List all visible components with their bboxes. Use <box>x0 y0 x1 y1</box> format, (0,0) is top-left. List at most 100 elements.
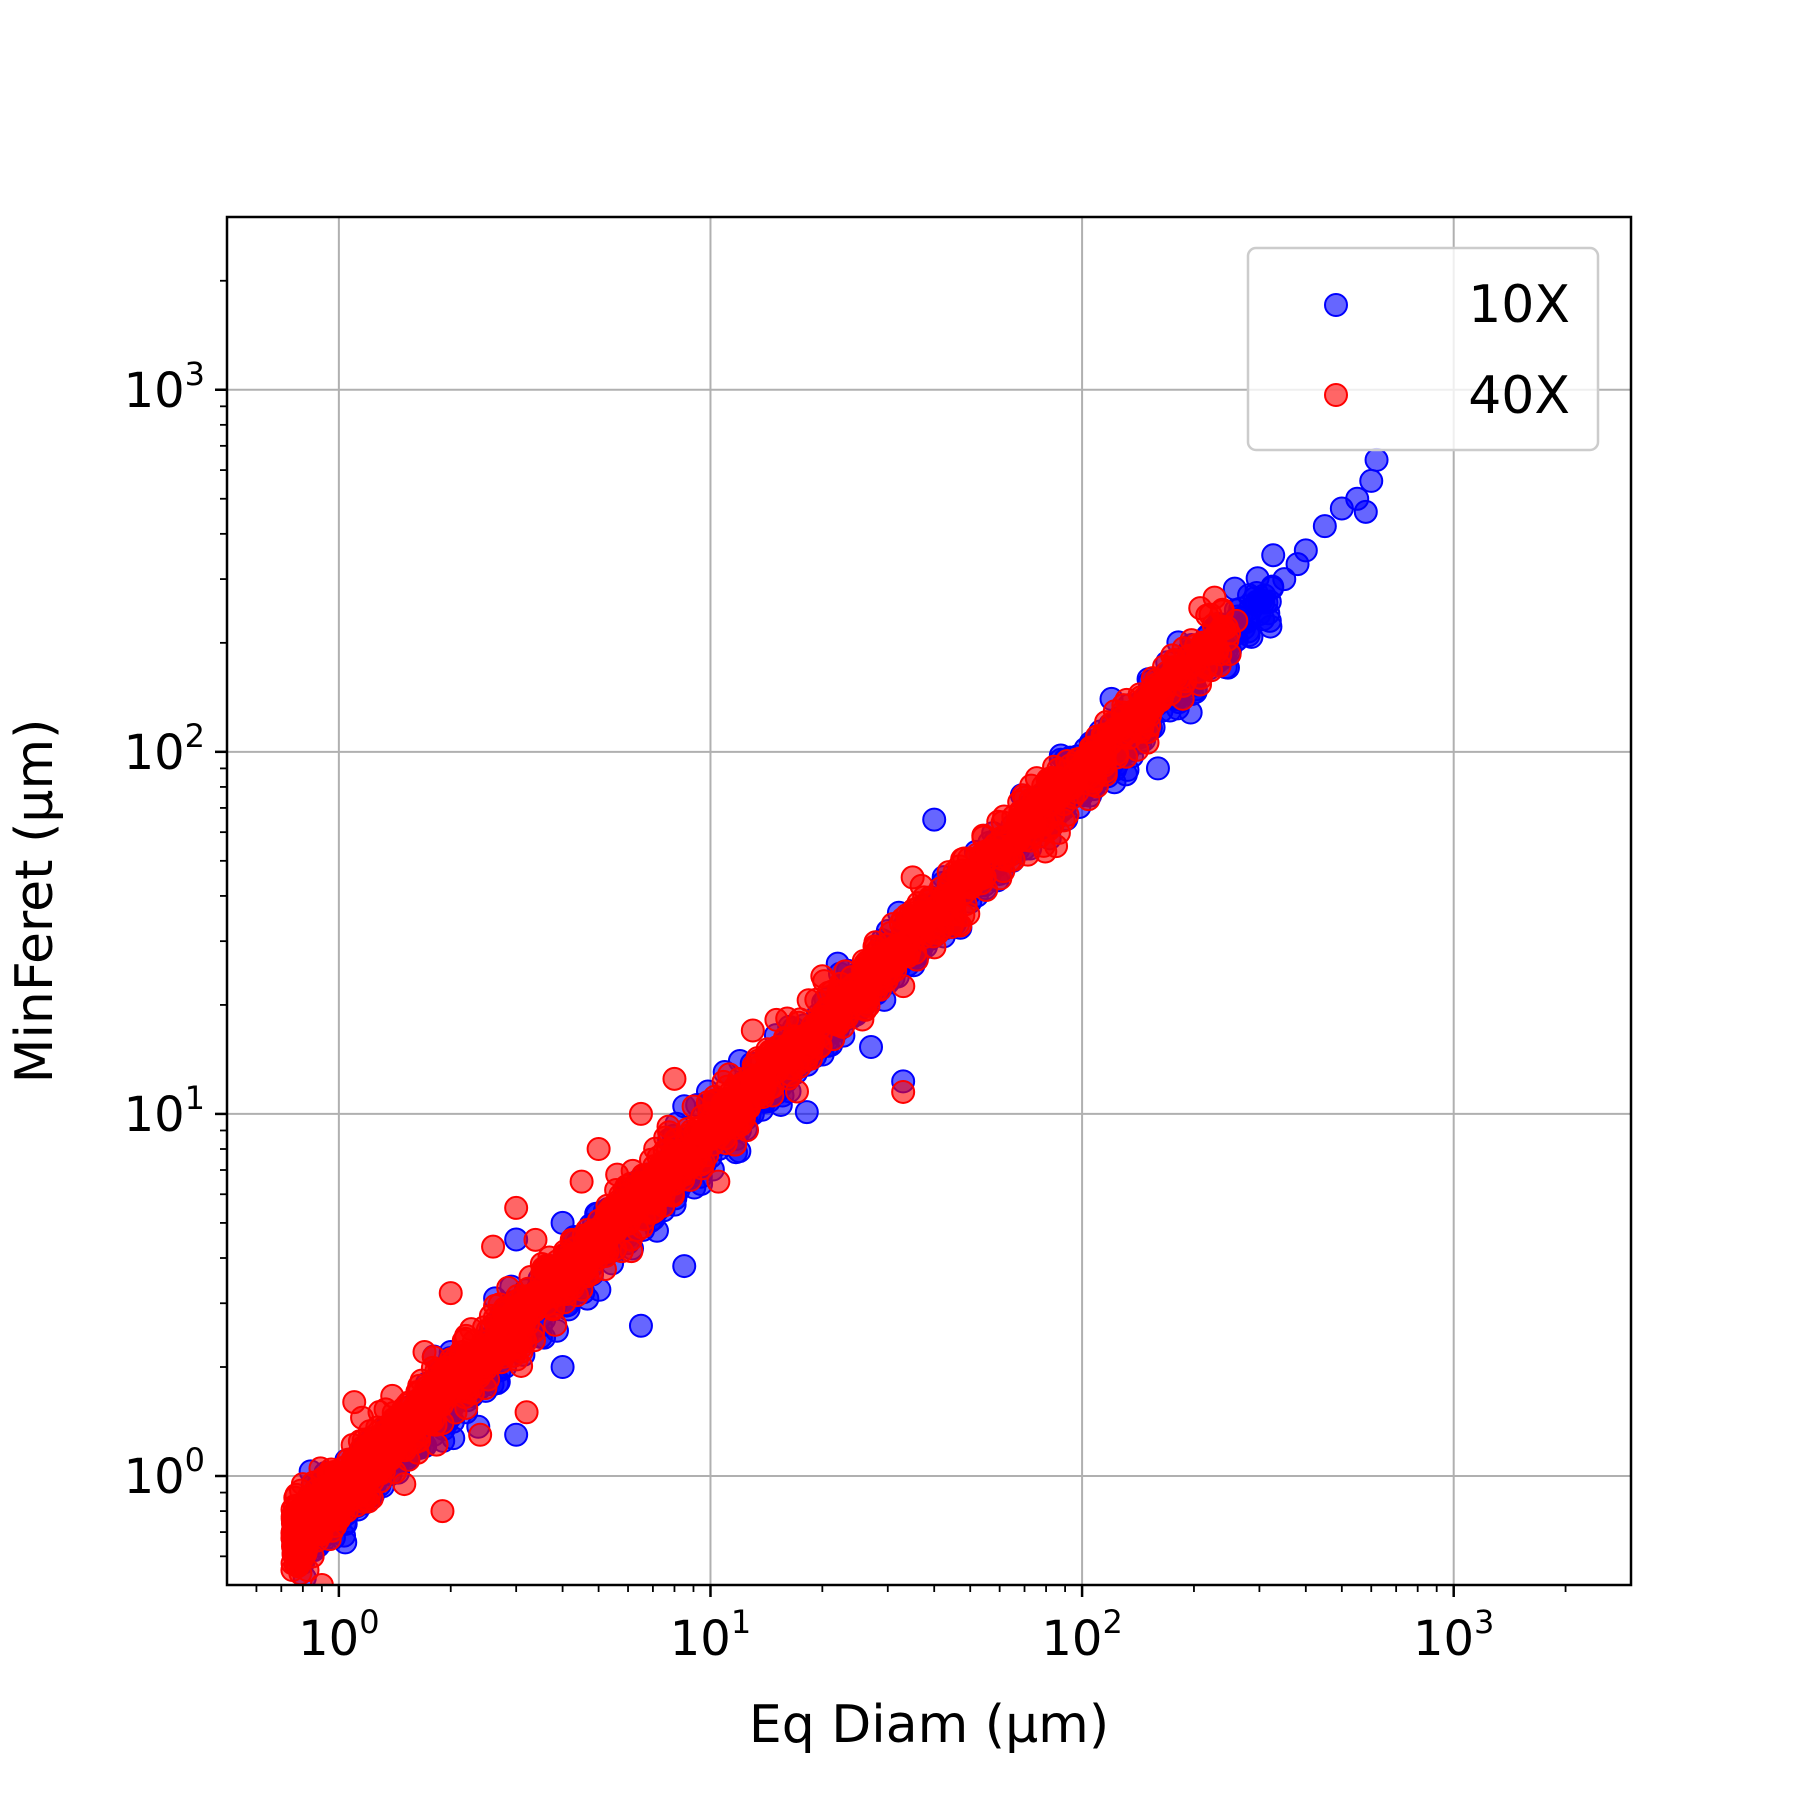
data-point <box>1034 789 1059 814</box>
data-point <box>430 1411 455 1436</box>
data-point <box>706 1169 731 1194</box>
data-point <box>1188 596 1213 621</box>
data-point <box>875 940 900 965</box>
data-point <box>356 1489 381 1514</box>
data-point <box>1224 608 1249 633</box>
y-tick-label: 102 <box>124 717 205 781</box>
data-point <box>794 1100 819 1125</box>
data-point <box>504 1319 529 1344</box>
data-point <box>300 1544 325 1569</box>
data-point <box>1085 739 1110 764</box>
data-point <box>922 896 947 921</box>
data-point <box>412 1340 437 1365</box>
data-point <box>1164 661 1189 686</box>
data-point <box>922 807 947 832</box>
data-point <box>1257 608 1282 633</box>
data-point <box>1181 643 1206 668</box>
data-point <box>662 1066 687 1091</box>
data-point <box>1272 567 1297 592</box>
plot-frame <box>225 215 1633 1587</box>
data-point <box>698 1115 723 1140</box>
y-tick-label: 100 <box>124 1441 205 1505</box>
data-point <box>468 1422 493 1447</box>
y-axis-label: MinFeret (μm) <box>5 719 65 1084</box>
data-point <box>628 1313 653 1338</box>
data-point <box>941 880 966 905</box>
data-point <box>1364 447 1389 472</box>
data-point <box>523 1227 548 1252</box>
data-point <box>1359 468 1384 493</box>
data-point <box>392 1435 417 1460</box>
data-point <box>958 861 983 886</box>
data-point <box>504 1422 529 1447</box>
x-axis-label: Eq Diam (μm) <box>749 1695 1109 1755</box>
y-tick-label: 103 <box>124 355 205 419</box>
data-point <box>1312 514 1337 539</box>
data-point <box>1031 811 1056 836</box>
data-point <box>290 1520 315 1545</box>
data-point <box>550 1355 575 1380</box>
data-point <box>940 911 965 936</box>
data-point <box>793 1023 818 1048</box>
data-point <box>438 1380 463 1405</box>
legend-label-10x: 10X <box>1468 275 1570 335</box>
data-point <box>1055 802 1080 827</box>
data-point <box>481 1234 506 1259</box>
data-point <box>1145 756 1170 781</box>
data-point <box>891 1079 916 1104</box>
legend-label-40x: 40X <box>1468 366 1570 426</box>
data-point <box>1033 839 1058 864</box>
data-point <box>504 1195 529 1220</box>
data-point <box>369 1449 394 1474</box>
data-point <box>586 1137 611 1162</box>
x-tick-label: 100 <box>298 1603 379 1667</box>
data-point <box>1353 499 1378 524</box>
data-point <box>1293 538 1318 563</box>
data-point <box>1145 676 1170 701</box>
legend: 10X 40X <box>1246 246 1600 452</box>
data-point <box>424 1432 449 1457</box>
data-point <box>309 1509 334 1534</box>
data-point <box>334 1499 359 1524</box>
data-point <box>672 1254 697 1279</box>
data-point <box>628 1101 653 1126</box>
data-point <box>1125 737 1150 762</box>
data-point <box>309 1573 334 1585</box>
series-40x <box>280 585 1249 1585</box>
data-point <box>280 1558 305 1583</box>
x-tick-label: 103 <box>1413 1603 1494 1667</box>
data-point <box>342 1390 367 1415</box>
data-points <box>280 447 1389 1585</box>
data-point <box>643 1136 668 1161</box>
data-point <box>1204 623 1229 648</box>
data-point <box>569 1169 594 1194</box>
data-point <box>656 1114 681 1139</box>
data-point <box>775 1006 800 1031</box>
data-point <box>717 1062 742 1087</box>
data-point <box>973 848 998 873</box>
data-point <box>1188 665 1213 690</box>
legend-marker-10x <box>1324 293 1348 317</box>
axis-ticks: 100 101 102 103 100 101 102 103 <box>124 279 1567 1667</box>
x-tick-label: 102 <box>1041 1603 1122 1667</box>
data-point <box>1079 772 1104 797</box>
data-point <box>286 1499 311 1524</box>
data-point <box>810 964 835 989</box>
data-point <box>392 1472 417 1497</box>
data-point <box>825 989 850 1014</box>
data-point <box>1012 807 1037 832</box>
data-point <box>810 1005 835 1030</box>
data-point <box>543 1312 568 1337</box>
data-point <box>290 1472 315 1497</box>
data-point <box>430 1499 455 1524</box>
data-point <box>900 865 925 890</box>
y-tick-label: 101 <box>124 1079 205 1143</box>
data-point <box>438 1281 463 1306</box>
data-point <box>487 1292 512 1317</box>
data-point <box>740 1018 765 1043</box>
legend-marker-40x <box>1324 383 1348 407</box>
data-point <box>1042 754 1067 779</box>
data-point <box>1053 771 1078 796</box>
data-point <box>514 1400 539 1425</box>
